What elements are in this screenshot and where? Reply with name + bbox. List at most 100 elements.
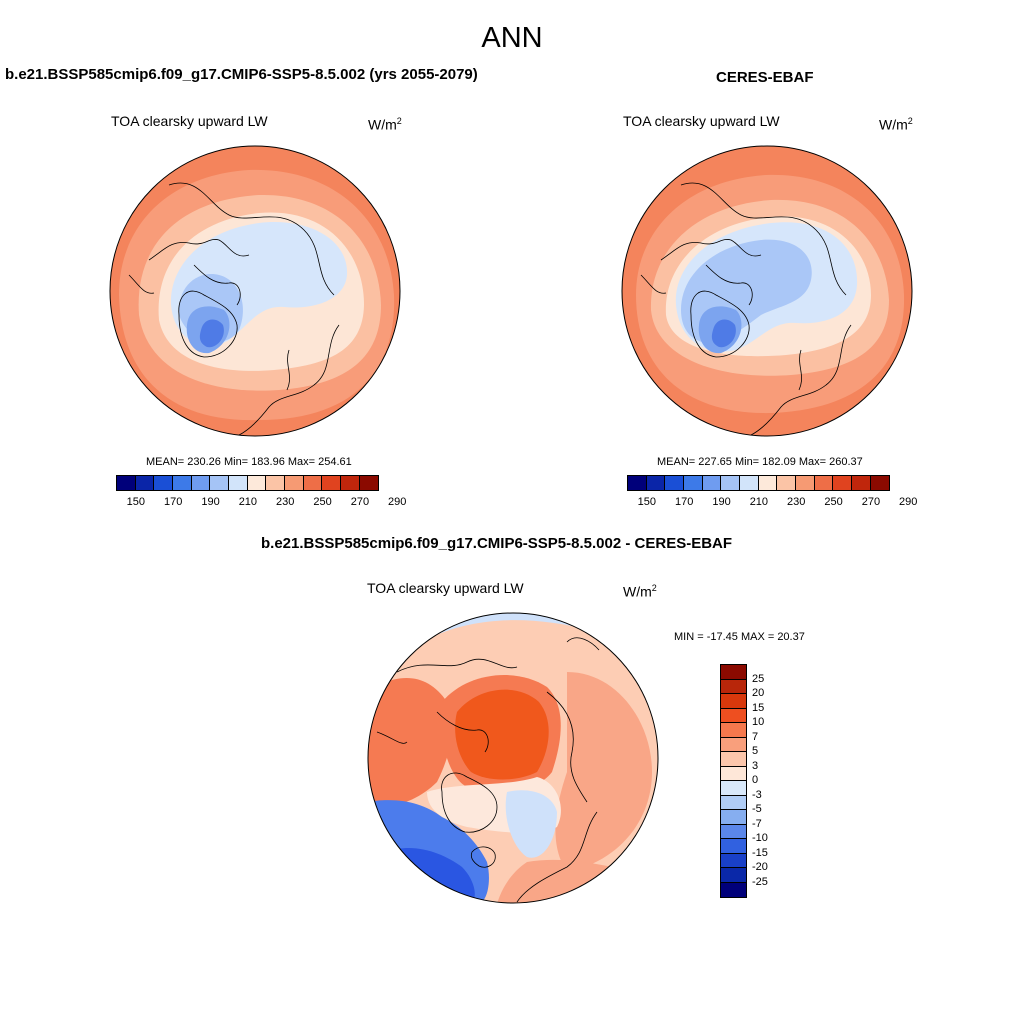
region-red-left bbox=[368, 678, 453, 806]
colorbar-tick-label: -5 bbox=[752, 803, 762, 815]
colorbar-tick-label: 210 bbox=[238, 496, 258, 508]
units-label-obs: W/m2 bbox=[879, 116, 913, 133]
colorbar-tick-label: 25 bbox=[752, 672, 765, 685]
colorbar-tick-label: 15 bbox=[752, 701, 765, 714]
colorbar-tick-label: 270 bbox=[350, 496, 370, 508]
colorbar-tick-label: -25 bbox=[752, 875, 768, 888]
colorbar-diff bbox=[720, 664, 747, 898]
colorbar-swatch bbox=[628, 476, 647, 490]
colorbar-swatch bbox=[777, 476, 796, 490]
colorbar-tick-label: 3 bbox=[752, 759, 759, 772]
colorbar-swatch bbox=[721, 853, 746, 868]
colorbar-tick-label: -10 bbox=[752, 832, 768, 844]
colorbar-swatch bbox=[721, 824, 746, 839]
colorbar-tick-label: 210 bbox=[749, 496, 769, 508]
colorbar-swatch bbox=[340, 476, 360, 490]
colorbar-swatch bbox=[359, 476, 379, 490]
map-fill-model bbox=[110, 146, 400, 436]
region-salmon-right bbox=[555, 672, 652, 872]
colorbar-swatch bbox=[191, 476, 211, 490]
colorbar-swatch bbox=[721, 795, 746, 810]
colorbar-swatch bbox=[721, 476, 740, 490]
colorbar-swatch bbox=[721, 781, 746, 796]
colorbar-swatch bbox=[172, 476, 192, 490]
colorbar-swatch bbox=[795, 476, 815, 490]
region-lightblue-right bbox=[505, 790, 557, 858]
coastlines bbox=[128, 182, 340, 436]
colorbar-swatch bbox=[721, 766, 746, 781]
colorbar-tick-label: 0 bbox=[752, 774, 759, 786]
colorbar-model bbox=[116, 475, 380, 491]
variable-label-obs: TOA clearsky upward LW bbox=[623, 113, 780, 129]
variable-label-diff: TOA clearsky upward LW bbox=[367, 580, 524, 596]
colorbar-swatch bbox=[721, 723, 746, 738]
colorbar-tick-label: 170 bbox=[164, 496, 183, 508]
region-blue3 bbox=[711, 319, 736, 348]
units-label-diff: W/m2 bbox=[623, 583, 657, 600]
colorbar-tick-label: 5 bbox=[752, 745, 759, 757]
colorbar-swatch bbox=[721, 708, 746, 723]
colorbar-tick-label: -20 bbox=[752, 861, 768, 873]
main-title: ANN bbox=[481, 22, 543, 54]
colorbar-swatch bbox=[247, 476, 267, 490]
colorbar-swatch bbox=[870, 476, 890, 490]
stats-diff: MIN = -17.45 MAX = 20.37 bbox=[674, 631, 805, 643]
colorbar-swatch bbox=[322, 476, 341, 490]
colorbar-tick-label: 290 bbox=[388, 496, 407, 508]
panel-title-model: b.e21.BSSP585cmip6.f09_g17.CMIP6-SSP5-8.… bbox=[5, 66, 478, 83]
colorbar-swatch bbox=[117, 476, 136, 490]
units-label-model: W/m2 bbox=[368, 116, 402, 133]
colorbar-swatch bbox=[721, 679, 746, 694]
region-blue3 bbox=[199, 319, 224, 348]
colorbar-swatch bbox=[646, 476, 666, 490]
stats-obs: MEAN= 227.65 Min= 182.09 Max= 260.37 bbox=[657, 456, 863, 468]
polar-map-obs bbox=[621, 145, 913, 437]
colorbar-swatch bbox=[721, 737, 746, 752]
colorbar-tick-label: 190 bbox=[201, 496, 220, 508]
colorbar-swatch bbox=[758, 476, 778, 490]
map-fill-diff bbox=[368, 613, 658, 903]
colorbar-swatch bbox=[721, 882, 746, 897]
coastlines bbox=[640, 182, 852, 436]
colorbar-tick-label: 7 bbox=[752, 730, 759, 743]
colorbar-tick-label: 230 bbox=[787, 496, 806, 508]
colorbar-tick-label: -3 bbox=[752, 788, 762, 801]
polar-map-model bbox=[109, 145, 401, 437]
colorbar-tick-label: 150 bbox=[637, 496, 657, 508]
region-salmon-bottom bbox=[497, 859, 612, 903]
colorbar-tick-label: 170 bbox=[675, 496, 694, 508]
colorbar-tick-label: 250 bbox=[313, 496, 332, 508]
colorbar-tick-label: 150 bbox=[126, 496, 146, 508]
colorbar-swatch bbox=[721, 665, 746, 680]
colorbar-tick-label: 290 bbox=[899, 496, 918, 508]
colorbar-tick-label: 270 bbox=[861, 496, 881, 508]
colorbar-tick-label: 230 bbox=[276, 496, 295, 508]
colorbar-swatch bbox=[721, 839, 746, 854]
colorbar-swatch bbox=[721, 868, 746, 883]
variable-label-model: TOA clearsky upward LW bbox=[111, 113, 268, 129]
colorbar-obs bbox=[627, 475, 891, 491]
colorbar-swatch bbox=[135, 476, 155, 490]
colorbar-swatch bbox=[702, 476, 722, 490]
panel-title-diff: b.e21.BSSP585cmip6.f09_g17.CMIP6-SSP5-8.… bbox=[261, 535, 733, 552]
colorbar-swatch bbox=[851, 476, 871, 490]
polar-map-diff bbox=[367, 612, 659, 904]
colorbar-tick-label: 190 bbox=[712, 496, 731, 508]
colorbar-tick-label: 20 bbox=[752, 687, 765, 699]
colorbar-swatch bbox=[266, 476, 285, 490]
colorbar-swatch bbox=[721, 810, 746, 825]
colorbar-tick-label: 250 bbox=[824, 496, 843, 508]
colorbar-swatch bbox=[721, 752, 746, 767]
colorbar-swatch bbox=[284, 476, 304, 490]
colorbar-swatch bbox=[210, 476, 229, 490]
map-fill-obs bbox=[622, 146, 912, 436]
colorbar-swatch bbox=[154, 476, 173, 490]
colorbar-swatch bbox=[739, 476, 759, 490]
colorbar-tick-label: 10 bbox=[752, 716, 765, 728]
stats-model: MEAN= 230.26 Min= 183.96 Max= 254.61 bbox=[146, 456, 352, 468]
colorbar-tick-label: -15 bbox=[752, 846, 768, 859]
coastlines bbox=[376, 637, 600, 903]
colorbar-tick-label: -7 bbox=[752, 817, 762, 830]
colorbar-swatch bbox=[228, 476, 248, 490]
colorbar-swatch bbox=[665, 476, 684, 490]
